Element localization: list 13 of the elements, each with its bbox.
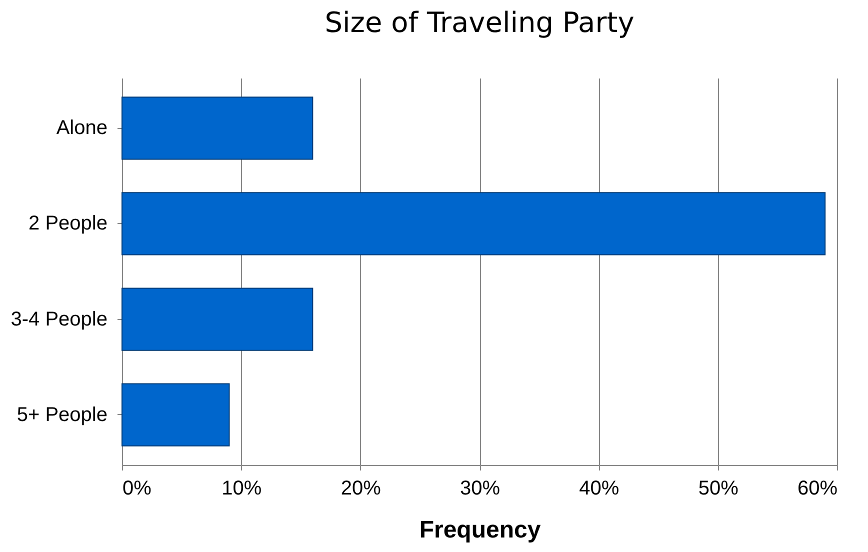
y-tick-label: 5+ People [16,404,108,426]
x-tick-label: 0% [122,478,152,500]
x-axis-title: Frequency [419,516,542,544]
x-tick-label: 50% [698,478,739,500]
y-tick-label: Alone [56,117,108,140]
x-tick-label: 10% [222,478,262,500]
chart-title: Size of Traveling Party [324,6,634,39]
y-tick-label: 3-4 People [10,308,108,330]
x-tick-label: 40% [579,478,620,500]
x-tick-label: 30% [460,478,500,500]
x-tick-label: 20% [340,478,382,500]
x-tick-label: 60% [797,478,838,500]
y-tick-label: 2 People [28,212,108,235]
